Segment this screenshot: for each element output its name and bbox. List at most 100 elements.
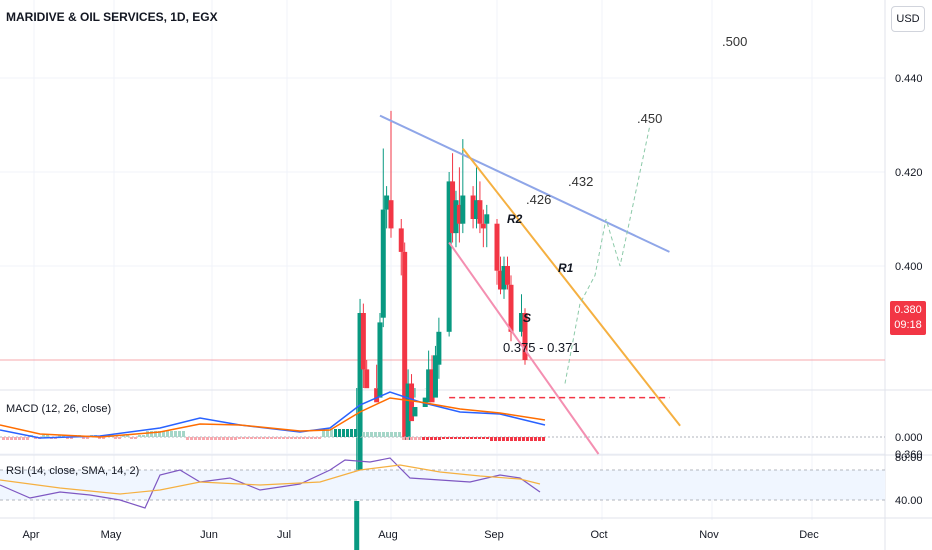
macd-histogram-bar [198,437,201,440]
target-label-450: .450 [637,111,662,126]
macd-histogram-bar [386,432,389,437]
rsi-tick: 80.00 [895,452,923,464]
macd-histogram-bar [162,431,165,437]
candle [477,181,483,234]
candle [426,350,432,403]
candle [380,148,386,328]
macd-histogram-bar [298,437,301,439]
macd-histogram-bar [142,435,145,437]
macd-histogram-bar [234,437,237,440]
macd-histogram-bar [462,437,465,439]
macd-histogram-bar [206,437,209,440]
target-label-500: .500 [722,34,747,49]
r2-label: R2 [507,212,523,226]
s-label: S [523,311,531,325]
candle-body [402,251,408,440]
macd-histogram-bar [374,432,377,437]
macd-histogram-bar [70,437,73,439]
macd-histogram-bar [322,429,325,437]
macd-tick: 0.000 [895,432,923,444]
macd-label[interactable]: MACD (12, 26, close) [6,403,112,415]
candle [429,355,435,403]
macd-histogram-bar [418,437,421,440]
macd-histogram-bar [42,435,45,437]
macd-histogram-bar [494,437,497,441]
target-label-426: .426 [526,192,551,207]
resistance-line-r1 [462,147,681,427]
macd-histogram-bar [86,437,89,439]
macd-histogram-bar [514,437,517,441]
macd-histogram-bar [174,431,177,437]
macd-signal-line [0,397,546,438]
macd-histogram-bar [338,429,341,437]
time-tick: Dec [799,529,819,541]
macd-histogram-bar [178,431,181,437]
macd-histogram-bar [366,432,369,437]
macd-histogram-bar [102,437,105,439]
macd-histogram-bar [246,437,249,439]
macd-histogram-bar [146,431,149,437]
candle-body [470,195,476,219]
candle [453,190,459,248]
macd-histogram-bar [170,431,173,437]
candle-body [354,501,360,550]
time-tick: Sep [484,529,504,541]
macd-histogram-bar [510,437,513,441]
macd-histogram-bar [334,429,337,437]
rsi-line [0,457,541,509]
candle-body [436,331,442,365]
candle-body [384,195,390,210]
macd-histogram-bar [138,435,141,437]
macd-histogram-bar [362,432,365,437]
macd-histogram-bar [274,437,277,439]
macd-histogram-bar [34,437,37,439]
macd-histogram-bar [218,437,221,440]
macd-histogram-bar [26,437,29,440]
macd-histogram-bar [438,437,441,440]
candle-body [412,407,418,417]
macd-histogram-bar [286,437,289,439]
currency-button[interactable]: USD [891,6,925,32]
price-tick: 0.440 [895,73,923,85]
macd-histogram-bar [342,429,345,437]
macd-histogram-bar [434,437,437,440]
current-price-badge: 0.380 09:18 [890,301,926,335]
macd-histogram-bar [470,437,473,439]
rsi-label[interactable]: RSI (14, close, SMA, 14, 2) [6,465,140,477]
macd-histogram-bar [130,437,133,439]
macd-histogram-bar [318,437,321,439]
macd-histogram-bar [326,429,329,437]
support-line [448,241,600,455]
macd-histogram-bar [290,437,293,439]
macd-histogram-bar [150,431,153,437]
chart-title: MARIDIVE & OIL SERVICES, 1D, EGX [6,10,218,24]
macd-pane [0,391,885,441]
macd-histogram-bar [202,437,205,440]
candle-body [501,266,507,290]
candle-body [388,200,394,229]
macd-histogram-bar [350,429,353,437]
macd-histogram-bar [250,437,253,439]
macd-histogram-bar [158,431,161,437]
candle [505,256,510,290]
macd-histogram-bar [466,437,469,439]
r1-label: R1 [558,261,574,275]
candle-body [456,204,462,224]
candle-body [377,322,383,398]
macd-histogram-bar [446,437,449,439]
macd-histogram-bar [282,437,285,439]
candle-body [360,313,366,370]
macd-histogram-bar [266,437,269,439]
time-tick: May [101,529,122,541]
macd-histogram-bar [118,437,121,439]
macd-histogram-bar [522,437,525,441]
macd-histogram-bar [482,437,485,439]
macd-histogram-bar [458,437,461,439]
candle-body [460,195,466,224]
candle-body [364,369,370,389]
candle [484,204,490,248]
macd-histogram-bar [414,437,417,440]
macd-histogram-bar [82,437,85,439]
